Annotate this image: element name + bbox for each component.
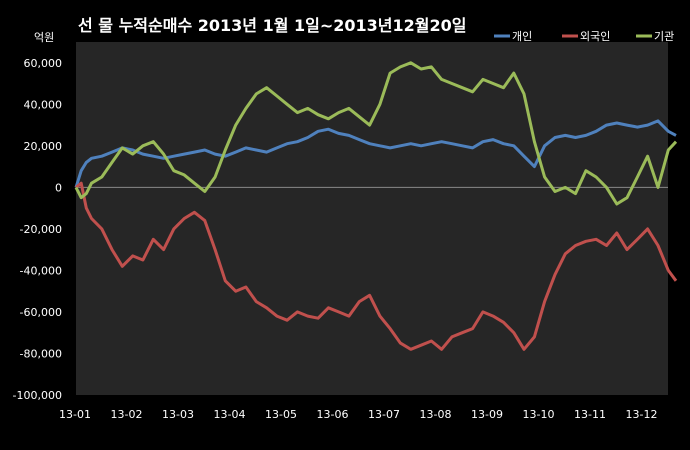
y-tick-label: 40,000 (24, 98, 63, 111)
y-tick-label: -100,000 (13, 389, 62, 402)
chart-title: 선 물 누적순매수 2013년 1월 1일~2013년12월20일 (78, 16, 466, 35)
legend: 개인 외국인 기관 (494, 30, 674, 43)
y-axis-unit-label: 억원 (34, 31, 54, 44)
y-tick-label: 0 (55, 181, 62, 194)
x-tick-label: 13-10 (523, 408, 555, 421)
series-line-foreign (75, 181, 678, 351)
legend-label-foreign: 외국인 (580, 30, 610, 43)
legend-label-individual: 개인 (512, 30, 532, 43)
y-tick-label: -20,000 (20, 223, 62, 236)
series-line-individual (74, 119, 677, 188)
legend-label-institution: 기관 (654, 30, 674, 43)
legend-item-individual: 개인 (494, 30, 532, 43)
y-tick-label: -40,000 (20, 264, 62, 277)
x-axis: 13-01 13-02 13-03 13-04 13-05 13-06 13-07 13-08… (59, 408, 657, 421)
series-line-institution (74, 61, 678, 206)
x-tick-label: 13-04 (214, 408, 246, 421)
legend-item-foreign: 외국인 (562, 30, 610, 43)
x-tick-label: 13-06 (317, 408, 349, 421)
legend-item-institution: 기관 (636, 30, 674, 43)
y-tick-label: -80,000 (20, 347, 62, 360)
x-tick-label: 13-08 (420, 408, 452, 421)
y-tick-label: -60,000 (20, 306, 62, 319)
y-tick-label: 20,000 (24, 140, 63, 153)
plot-area (76, 42, 668, 395)
x-tick-label: 13-11 (574, 408, 606, 421)
x-tick-label: 13-03 (162, 408, 194, 421)
x-tick-label: 13-09 (471, 408, 503, 421)
series-lines (74, 61, 678, 351)
x-tick-label: 13-01 (59, 408, 91, 421)
x-tick-label: 13-07 (368, 408, 400, 421)
x-tick-label: 13-02 (111, 408, 143, 421)
x-tick-label: 13-12 (626, 408, 658, 421)
x-tick-label: 13-05 (265, 408, 297, 421)
y-tick-label: 60,000 (24, 57, 63, 70)
y-axis: -100,000 -80,000 -60,000 -40,000 -20,000 0 20,… (13, 57, 62, 402)
